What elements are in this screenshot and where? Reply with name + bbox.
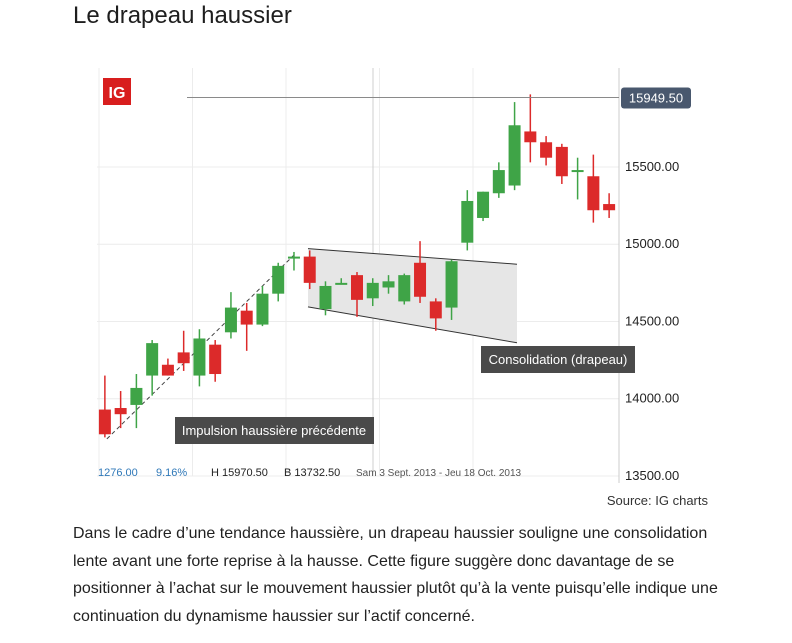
last-price-value: 15949.50 [629,91,683,106]
candle-down [114,408,127,415]
stat-low: B 13732.50 [284,467,340,479]
last-price-tag [621,87,691,109]
flag-layer [106,248,518,440]
candle-down [209,344,222,375]
candle-down [603,204,616,211]
stat-high: H 15970.50 [211,467,268,479]
candle-up [477,191,490,218]
y-tick-label: 14500.00 [625,313,679,328]
flag-label-box [481,346,635,373]
impulse-label: Impulsion haussière précédente [182,423,366,438]
stat-change-pct: 9.16% [156,467,187,479]
candle-up [492,170,505,194]
candle-down [524,131,537,143]
candle-up [287,256,300,259]
ig-logo-text: IG [109,85,126,102]
ig-logo [103,78,131,105]
candle-down [429,301,442,319]
candle-up [335,282,348,285]
candle-down [98,409,111,435]
candle-up [146,343,159,376]
page-title: Le drapeau haussier [73,2,292,29]
candle-up [319,285,332,310]
candle-up [366,282,379,299]
impulse-label-box [175,417,374,444]
candle-up [445,261,458,308]
candle-down [177,352,190,364]
description-paragraph: Dans le cadre d’une tendance haussière, … [73,525,718,625]
candle-up [508,125,521,186]
flag-label: Consolidation (drapeau) [489,352,628,367]
y-tick-label: 14000.00 [625,391,679,406]
y-tick-label: 15500.00 [625,159,679,174]
candle-up [571,170,584,173]
candle-up [224,307,237,333]
candle-down [240,310,253,325]
candle-down [540,142,553,158]
candle-up [256,293,269,325]
chart-svg: 13500.00 14000.00 14500.00 15000.00 15500.00… [97,68,691,483]
candle-up [461,200,474,243]
candle-down [303,256,316,283]
source-credit: Source: IG charts [606,493,708,508]
flag-upper-line [307,248,518,265]
candle-up [193,338,206,376]
candlestick-chart: 13500.00 14000.00 14500.00 15000.00 15500.00… [92,68,692,483]
flag-lower-line [307,306,518,344]
flag-channel-fill [308,248,517,343]
candle-up [272,265,285,294]
candle-layer [98,94,616,438]
impulse-trendline [106,254,295,440]
grid-layer: 13500.00 14000.00 14500.00 15000.00 15500.00 [97,68,679,483]
candle-down [555,146,568,177]
stat-change: 1276.00 [98,467,138,479]
y-tick-label: 13500.00 [625,468,679,483]
candle-down [414,262,427,297]
candle-down [161,364,174,376]
candle-up [398,275,411,302]
candle-up [130,387,143,405]
candle-up [382,281,395,288]
y-tick-label: 15000.00 [625,236,679,251]
candle-down [351,275,363,300]
stat-period: Sam 3 Sept. 2013 - Jeu 18 Oct. 2013 [356,468,522,479]
overlay-layer: 15949.50 IG Impulsion haussière précédente… [98,78,691,479]
candle-down [587,176,600,211]
